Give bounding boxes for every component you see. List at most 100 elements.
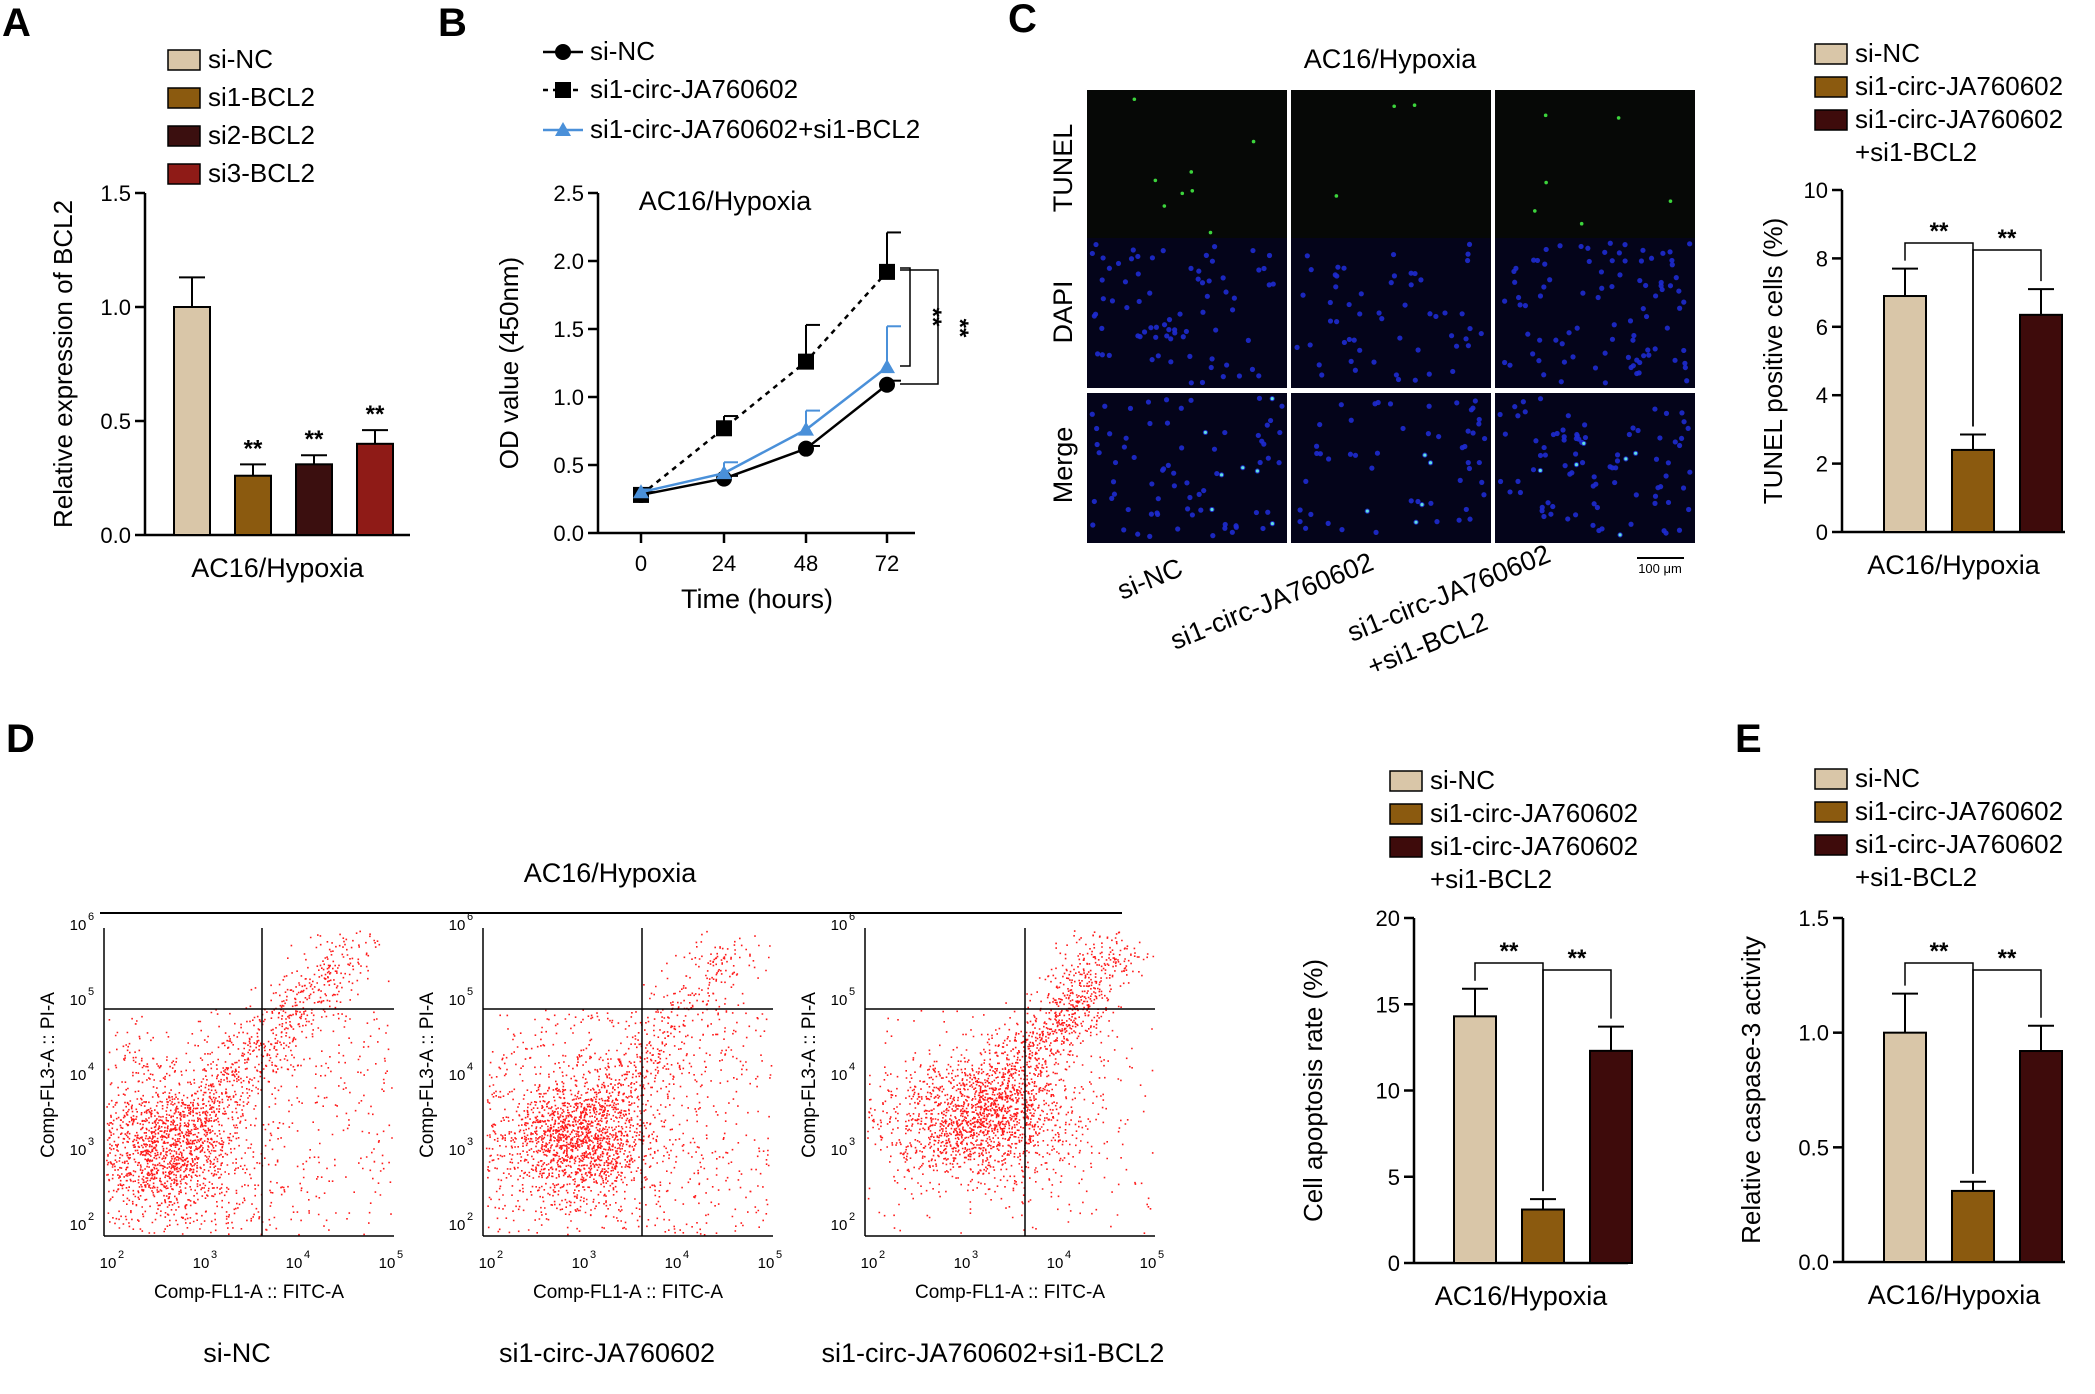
nucleus-dot (1122, 279, 1129, 285)
data-point-si1-circ-ja760602-si1-bcl2 (798, 421, 814, 436)
tunel-dot (1132, 97, 1137, 102)
merge-dot (1270, 522, 1275, 526)
nucleus-dot (1640, 306, 1646, 312)
nucleus-dot (1598, 269, 1605, 275)
legend-swatch-si1-bcl2 (167, 87, 201, 109)
flow-sample-label-combo: si1-circ-JA760602+si1-BCL2 (822, 1338, 1165, 1368)
flow-y-tick-exp: 6 (849, 911, 855, 923)
nucleus-dot (1400, 425, 1406, 432)
y-tick-label: 2 (1816, 452, 1828, 477)
nucleus-dot (1171, 483, 1177, 489)
nucleus-dot (1123, 435, 1129, 441)
nucleus-dot (1660, 250, 1666, 256)
nucleus-dot (1304, 253, 1310, 259)
nucleus-dot (1663, 473, 1669, 479)
nucleus-dot (1168, 359, 1174, 365)
nucleus-dot (1339, 527, 1345, 533)
flow-y-tick: 10 (831, 1067, 848, 1084)
nucleus-dot (1680, 485, 1687, 491)
flow-x-tick-exp: 2 (118, 1249, 124, 1261)
merge-dot (1365, 509, 1369, 513)
nucleus-dot (1515, 478, 1521, 484)
flow-y-tick-exp: 4 (88, 1061, 94, 1073)
flow-y-tick: 10 (70, 1142, 87, 1159)
merge-dot (1538, 468, 1542, 473)
data-point-si1-circ-ja760602-si1-bcl2 (716, 465, 732, 480)
significance-label: ** (919, 308, 946, 327)
nucleus-dot (1652, 493, 1659, 499)
flow-x-tick: 10 (379, 1255, 396, 1272)
nucleus-dot (1517, 302, 1523, 308)
nucleus-dot (1147, 533, 1153, 539)
legend-label-si1-bcl2-1: si1-BCL2 (208, 82, 315, 112)
flow-x-tick: 10 (100, 1255, 117, 1272)
tunel-dot (1208, 230, 1213, 235)
nucleus-dot (1626, 431, 1632, 438)
chart-title: AC16/Hypoxia (639, 186, 813, 216)
nucleus-dot (1094, 441, 1100, 448)
flow-y-tick-exp: 5 (88, 986, 94, 998)
x-axis-title: AC16/Hypoxia (191, 553, 365, 583)
nucleus-dot (1512, 404, 1518, 410)
nucleus-dot (1659, 286, 1665, 293)
data-point-si-nc (798, 440, 814, 457)
legend-swatch-si2-bcl2 (167, 125, 201, 147)
nucleus-dot (1256, 373, 1262, 379)
tunel-dot (1544, 180, 1548, 185)
nucleus-dot (1676, 288, 1682, 294)
nucleus-dot (1195, 276, 1201, 282)
flow-events (485, 930, 773, 1236)
nucleus-dot (1313, 443, 1320, 449)
nucleus-dot (1319, 372, 1325, 378)
nucleus-dot (1094, 351, 1101, 357)
legend-label-si1-circ-ja760602-1: si1-circ-JA760602 (1430, 798, 1638, 828)
nucleus-dot (1614, 458, 1621, 464)
flow-x-tick-exp: 2 (879, 1249, 885, 1261)
bar-si-nc (173, 306, 211, 536)
nucleus-dot (1307, 342, 1313, 348)
nucleus-dot (1175, 526, 1181, 532)
legend-swatch-si-nc (1814, 43, 1848, 65)
nucleus-dot (1537, 452, 1544, 459)
merge-dot (1420, 503, 1424, 507)
nucleus-dot (1408, 498, 1414, 504)
nucleus-dot (1164, 420, 1171, 426)
bar-si1-circ-ja760602-si1-bcl2 (2019, 313, 2063, 533)
flow-y-tick: 10 (449, 1142, 466, 1159)
legend-swatch-si1-circ-ja760602 (1814, 76, 1848, 98)
nucleus-dot (1334, 319, 1340, 325)
nucleus-dot (1530, 351, 1536, 357)
nucleus-dot (1303, 525, 1309, 531)
nucleus-dot (1466, 465, 1473, 472)
nucleus-dot (1210, 533, 1216, 539)
nucleus-dot (1130, 247, 1136, 253)
nucleus-dot (1229, 529, 1235, 535)
nucleus-dot (1427, 311, 1433, 317)
nucleus-dot (1687, 241, 1693, 247)
nucleus-dot (1467, 325, 1473, 332)
nucleus-dot (1681, 347, 1687, 354)
y-tick-label: 5 (1388, 1165, 1400, 1190)
nucleus-dot (1472, 398, 1478, 404)
nucleus-dot (1462, 443, 1468, 450)
nucleus-dot (1634, 357, 1640, 363)
merge-dot (1241, 466, 1245, 470)
nucleus-dot (1567, 471, 1573, 477)
y-axis-title: Relative caspase-3 activity (1736, 936, 1766, 1244)
nucleus-dot (1616, 250, 1622, 256)
flow-y-tick: 10 (70, 1067, 87, 1084)
nucleus-dot (1507, 489, 1513, 495)
nucleus-dot (1578, 243, 1584, 250)
x-tick-label: 72 (875, 551, 899, 576)
nucleus-dot (1187, 353, 1193, 359)
merge-dot (1634, 451, 1638, 455)
micro-title: AC16/Hypoxia (1304, 44, 1478, 74)
nucleus-dot (1663, 530, 1669, 536)
merge-dot (1423, 453, 1427, 457)
nucleus-dot (1325, 520, 1331, 526)
y-tick-label: 0 (1816, 520, 1828, 545)
legend-label-si-nc-0: si-NC (208, 44, 273, 74)
data-point-si1-circ-ja760602-si1-bcl2 (633, 484, 649, 499)
merge-dot (1255, 469, 1260, 473)
nucleus-dot (1222, 525, 1228, 531)
